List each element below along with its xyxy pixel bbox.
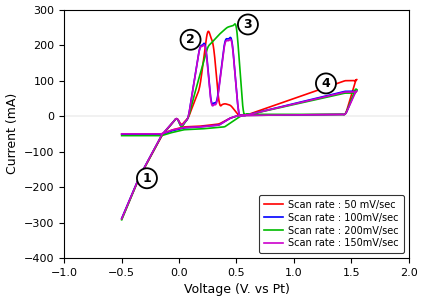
- Y-axis label: Current (mA): Current (mA): [5, 93, 19, 175]
- Scan rate : 200mV/sec: (0.488, 260): 200mV/sec: (0.488, 260): [233, 22, 238, 26]
- Scan rate : 150mV/sec: (1.5, 68): 150mV/sec: (1.5, 68): [349, 90, 354, 94]
- Scan rate : 200mV/sec: (1.36, 5): 200mV/sec: (1.36, 5): [332, 113, 338, 116]
- Scan rate : 100mV/sec: (-0.238, -52): 100mV/sec: (-0.238, -52): [149, 133, 154, 137]
- Scan rate : 100mV/sec: (-0.423, -229): 100mV/sec: (-0.423, -229): [128, 196, 133, 199]
- Scan rate : 150mV/sec: (0.447, 216): 150mV/sec: (0.447, 216): [228, 37, 233, 41]
- Scan rate : 150mV/sec: (1.36, 4.68): 150mV/sec: (1.36, 4.68): [332, 113, 338, 116]
- Scan rate : 50 mV/sec: (-0.423, -231): 50 mV/sec: (-0.423, -231): [128, 196, 133, 200]
- Scan rate : 100mV/sec: (0.773, 17.1): 100mV/sec: (0.773, 17.1): [265, 108, 270, 112]
- Text: 2: 2: [186, 33, 195, 46]
- Scan rate : 200mV/sec: (-0.5, -292): 200mV/sec: (-0.5, -292): [119, 218, 124, 222]
- Text: 1: 1: [143, 172, 151, 185]
- Scan rate : 200mV/sec: (0.773, 16): 200mV/sec: (0.773, 16): [265, 109, 270, 112]
- Scan rate : 50 mV/sec: (-0.238, -50): 50 mV/sec: (-0.238, -50): [149, 132, 154, 136]
- Scan rate : 200mV/sec: (1.5, 65): 200mV/sec: (1.5, 65): [349, 91, 354, 95]
- Line: Scan rate : 100mV/sec: Scan rate : 100mV/sec: [122, 37, 357, 218]
- Scan rate : 150mV/sec: (-0.5, -289): 150mV/sec: (-0.5, -289): [119, 217, 124, 220]
- Scan rate : 50 mV/sec: (0.773, 23.7): 50 mV/sec: (0.773, 23.7): [265, 106, 270, 110]
- Scan rate : 50 mV/sec: (0.234, 209): 50 mV/sec: (0.234, 209): [203, 40, 209, 44]
- Scan rate : 50 mV/sec: (1.5, 100): 50 mV/sec: (1.5, 100): [349, 79, 354, 82]
- Scan rate : 150mV/sec: (-0.423, -230): 150mV/sec: (-0.423, -230): [128, 196, 133, 200]
- Scan rate : 100mV/sec: (-0.5, -52): 100mV/sec: (-0.5, -52): [119, 133, 124, 137]
- Scan rate : 150mV/sec: (-0.238, -50): 150mV/sec: (-0.238, -50): [149, 132, 154, 136]
- Scan rate : 100mV/sec: (1.36, 4.68): 100mV/sec: (1.36, 4.68): [332, 113, 338, 116]
- Text: 3: 3: [244, 18, 252, 31]
- Scan rate : 150mV/sec: (-0.5, -50): 150mV/sec: (-0.5, -50): [119, 132, 124, 136]
- Scan rate : 200mV/sec: (-0.238, -55): 200mV/sec: (-0.238, -55): [149, 134, 154, 137]
- Line: Scan rate : 50 mV/sec: Scan rate : 50 mV/sec: [122, 31, 357, 219]
- Scan rate : 150mV/sec: (0.234, 184): 150mV/sec: (0.234, 184): [203, 49, 209, 53]
- Scan rate : 50 mV/sec: (1.36, 4.68): 50 mV/sec: (1.36, 4.68): [332, 113, 338, 116]
- Scan rate : 100mV/sec: (-0.5, -288): 100mV/sec: (-0.5, -288): [119, 217, 124, 220]
- Scan rate : 50 mV/sec: (-0.5, -290): 50 mV/sec: (-0.5, -290): [119, 217, 124, 221]
- Scan rate : 150mV/sec: (0.773, 16.6): 150mV/sec: (0.773, 16.6): [265, 108, 270, 112]
- Scan rate : 50 mV/sec: (-0.5, -50): 50 mV/sec: (-0.5, -50): [119, 132, 124, 136]
- Legend: Scan rate : 50 mV/sec, Scan rate : 100mV/sec, Scan rate : 200mV/sec, Scan rate :: Scan rate : 50 mV/sec, Scan rate : 100mV…: [259, 195, 404, 253]
- Scan rate : 100mV/sec: (0.447, 221): 100mV/sec: (0.447, 221): [228, 36, 233, 39]
- Scan rate : 200mV/sec: (0.234, 177): 200mV/sec: (0.234, 177): [203, 51, 209, 55]
- Scan rate : 200mV/sec: (-0.423, -232): 200mV/sec: (-0.423, -232): [128, 197, 133, 200]
- Line: Scan rate : 200mV/sec: Scan rate : 200mV/sec: [122, 24, 357, 220]
- X-axis label: Voltage (V. vs Pt): Voltage (V. vs Pt): [184, 284, 289, 297]
- Text: 4: 4: [321, 77, 330, 90]
- Scan rate : 50 mV/sec: (0.254, 239): 50 mV/sec: (0.254, 239): [206, 30, 211, 33]
- Scan rate : 100mV/sec: (1.5, 70): 100mV/sec: (1.5, 70): [349, 89, 354, 93]
- Line: Scan rate : 150mV/sec: Scan rate : 150mV/sec: [122, 39, 357, 219]
- Scan rate : 200mV/sec: (-0.5, -55): 200mV/sec: (-0.5, -55): [119, 134, 124, 137]
- Scan rate : 100mV/sec: (0.234, 189): 100mV/sec: (0.234, 189): [203, 47, 209, 51]
